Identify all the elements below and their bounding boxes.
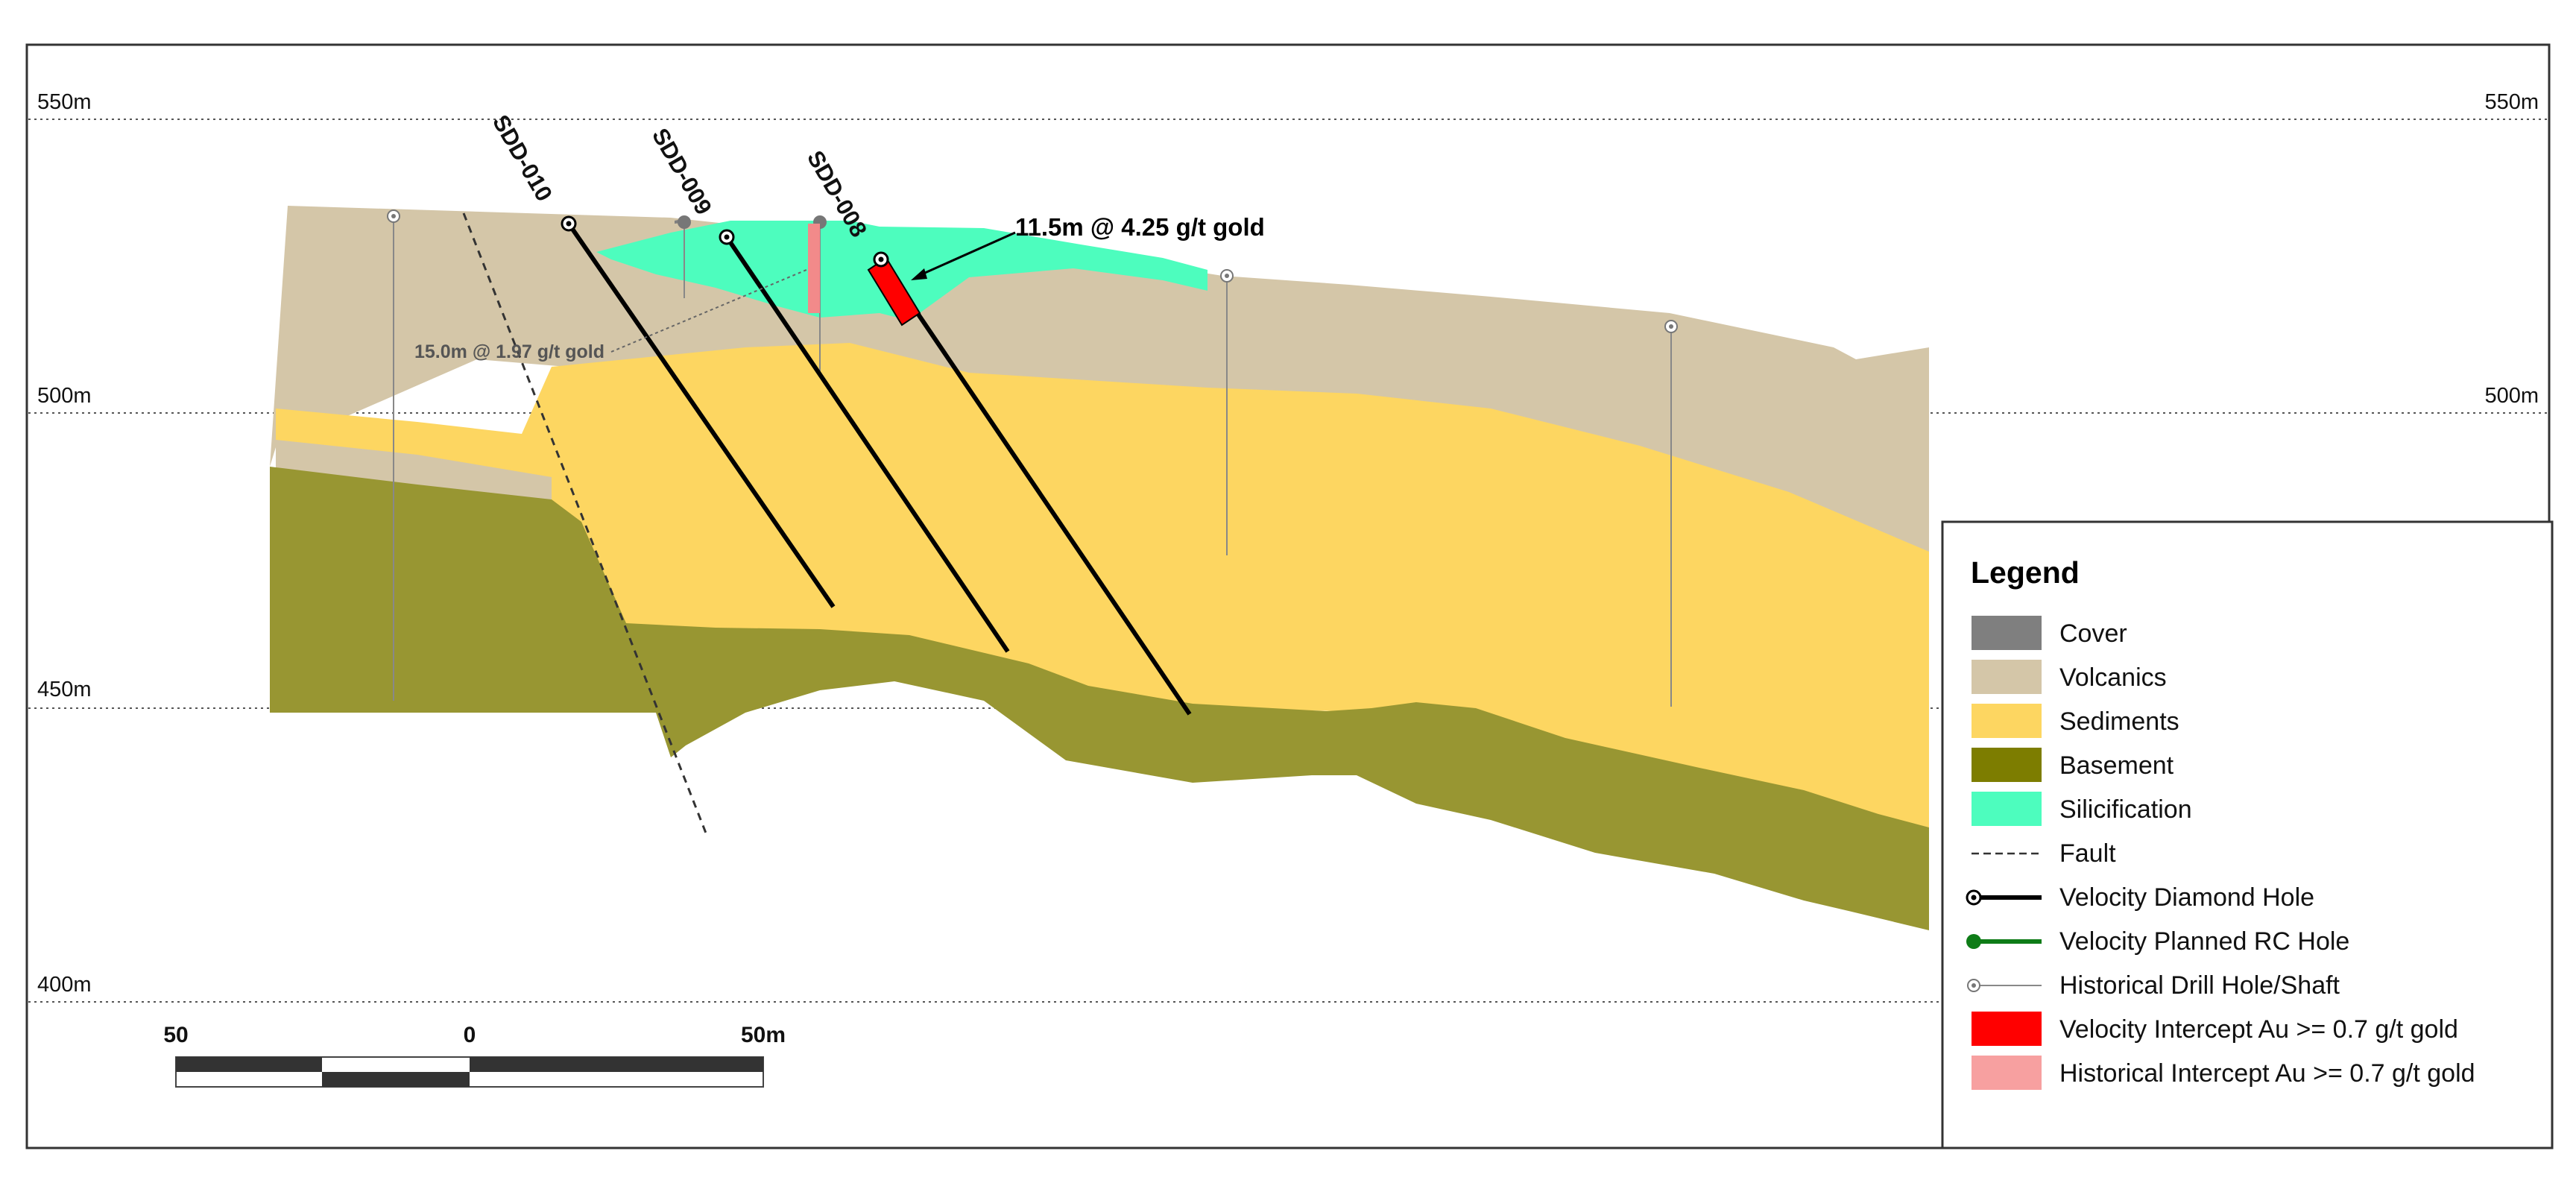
silicification-unit [596,221,1208,321]
legend-swatch-volcanics [1972,660,2042,694]
elevation-label-550-left: 550m [37,90,92,114]
basement-unit [270,467,1929,930]
legend-label-volcanics: Volcanics [2059,663,2167,692]
legend-swatch-silicification [1972,792,2042,826]
legend-label-historical-drill-hole: Historical Drill Hole/Shaft [2059,971,2340,1000]
historical-intercept-bar [808,224,820,313]
scale-segment-1 [176,1057,322,1072]
legend-label-fault: Fault [2059,839,2116,868]
legend-swatch-velocity-planned-rc-hole [1966,934,2042,949]
geology-units [270,206,1929,930]
velocity-intercept-label: 11.5m @ 4.25 g/t gold [1015,213,1265,241]
legend-swatch-sediments [1972,704,2042,738]
fault-line [462,212,708,836]
legend-label-basement: Basement [2059,751,2174,780]
legend-swatch-historical-intercept [1972,1056,2042,1090]
legend-swatch-cover [1972,616,2042,650]
velocity-diamond-holes [561,215,1192,716]
velocity-intercept-leader [918,231,1016,277]
legend: Legend Cover Volcanics Sediments Basemen… [1941,520,2554,1149]
legend-label-historical-intercept: Historical Intercept Au >= 0.7 g/t gold [2059,1059,2475,1088]
hole-sdd-009-trace [724,236,1010,653]
scale-segment-3 [470,1057,763,1072]
hole-sdd-010-trace [566,222,836,608]
hole-sdd-008-trace [879,258,1192,716]
elevation-label-450-left: 450m [37,678,92,701]
elevation-label-400-left: 400m [37,973,92,997]
legend-label-sediments: Sediments [2059,707,2179,736]
legend-label-velocity-intercept: Velocity Intercept Au >= 0.7 g/t gold [2059,1015,2458,1044]
elevation-label-500-left: 500m [37,384,92,408]
legend-label-cover: Cover [2059,619,2127,648]
legend-label-silicification: Silicification [2059,795,2192,824]
scale-label-center: 0 [464,1023,476,1047]
legend-swatch-historical-drill-hole [1967,979,2042,992]
historical-collar-2 [678,215,691,229]
historical-intercept-label: 15.0m @ 1.97 g/t gold [414,341,604,362]
legend-swatch-velocity-diamond-hole [1966,889,2042,906]
velocity-intercept-arrowhead [911,268,927,280]
legend-box [1941,520,2554,1149]
legend-label-velocity-planned-rc-hole: Velocity Planned RC Hole [2059,927,2349,956]
elevation-label-500-right: 500m [2484,384,2539,408]
scale-label-left: 50 [163,1023,188,1047]
scale-bar: 50 0 50m [163,1023,786,1088]
legend-label-velocity-diamond-hole: Velocity Diamond Hole [2059,883,2314,912]
scale-label-right: 50m [741,1023,786,1047]
legend-swatch-velocity-intercept [1972,1012,2042,1046]
scale-segment-2 [322,1072,470,1087]
legend-title: Legend [1971,555,2080,590]
elevation-label-550-right: 550m [2484,90,2539,114]
legend-swatch-basement [1972,748,2042,782]
